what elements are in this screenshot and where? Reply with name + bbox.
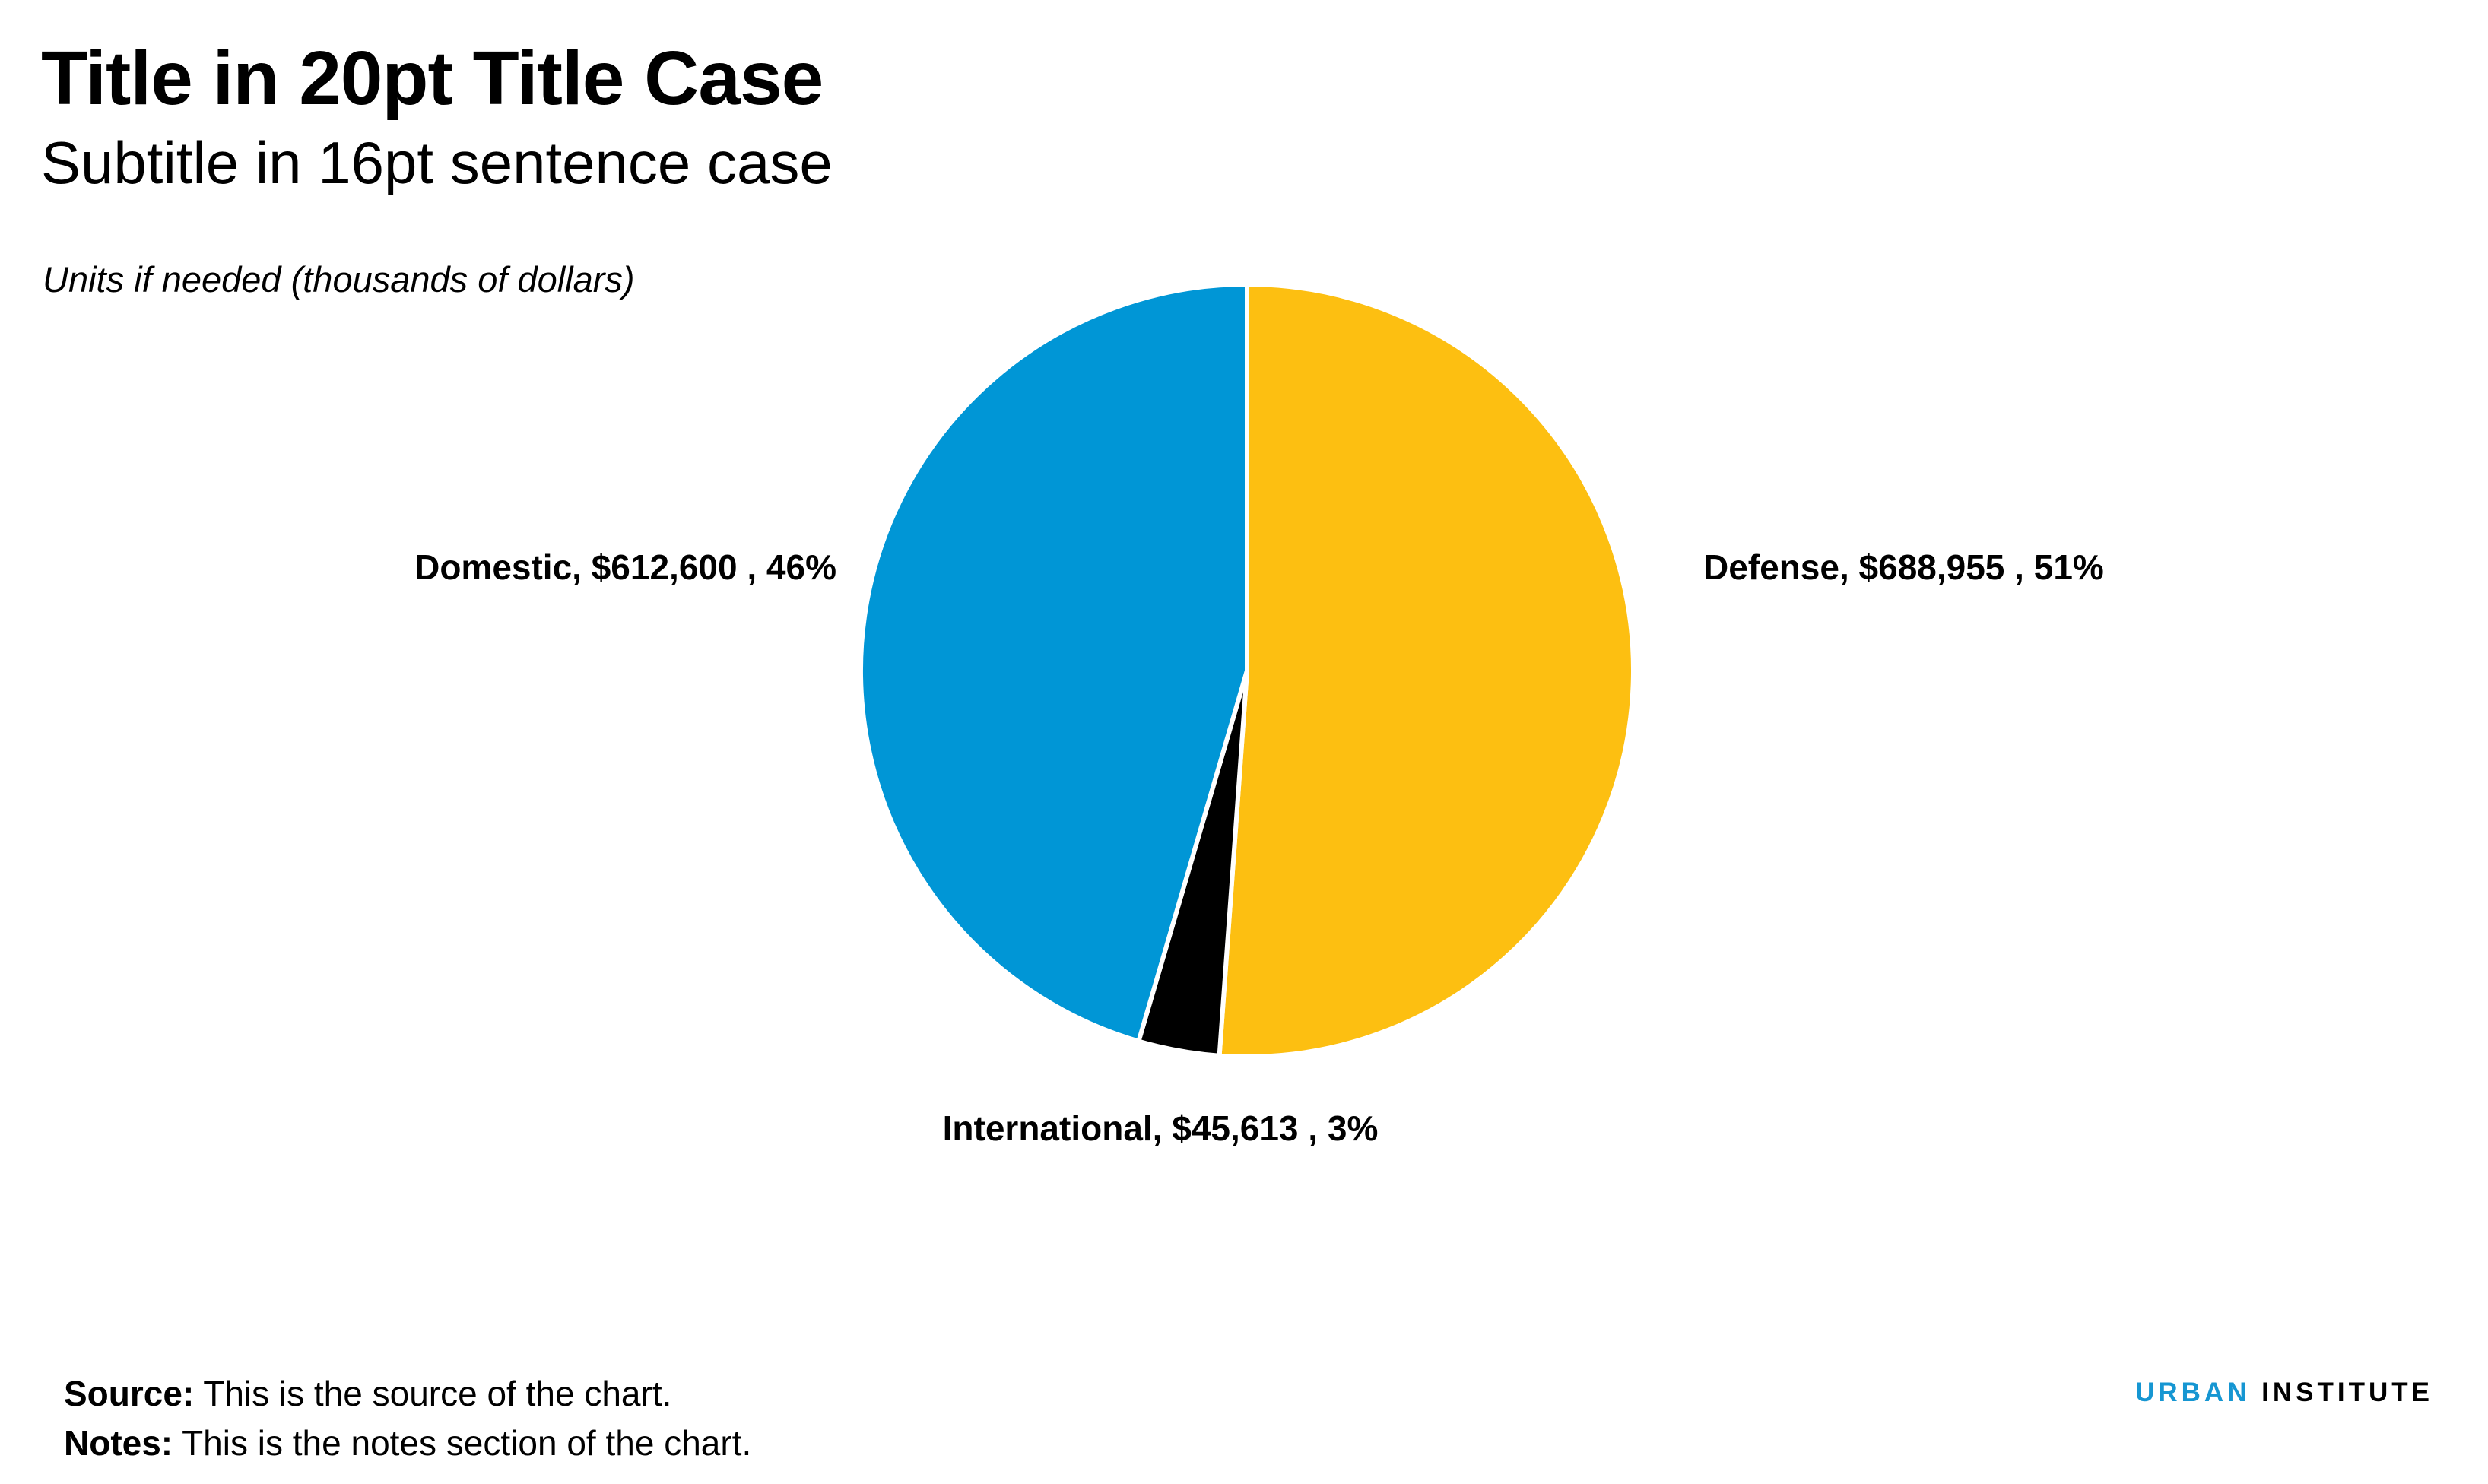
slice-label-domestic: Domestic, $612,600 , 46% bbox=[414, 547, 836, 587]
pie-slice-domestic bbox=[858, 282, 1249, 1044]
notes-text: This is the notes section of the chart. bbox=[182, 1423, 752, 1463]
brand-word-urban: URBAN bbox=[2135, 1378, 2251, 1407]
chart-subtitle: Subtitle in 16pt sentence case bbox=[41, 129, 833, 196]
source-text: This is the source of the chart. bbox=[203, 1374, 672, 1413]
brand-word-institute: INSTITUTE bbox=[2261, 1378, 2433, 1407]
slice-labels: Defense, $688,955 , 51% International, $4… bbox=[414, 547, 2104, 1148]
notes-label: Notes: bbox=[64, 1423, 173, 1463]
notes-line: Notes: This is the notes section of the … bbox=[64, 1424, 751, 1463]
source-line: Source: This is the source of the chart. bbox=[64, 1375, 671, 1413]
units-note: Units if needed (thousands of dollars) bbox=[43, 259, 635, 300]
slice-label-international: International, $45,613 , 3% bbox=[943, 1108, 1379, 1148]
slice-label-defense: Defense, $688,955 , 51% bbox=[1703, 547, 2104, 587]
chart-title: Title in 20pt Title Case bbox=[41, 36, 824, 121]
pie-slice-defense bbox=[1217, 282, 1636, 1059]
brand-logo: URBAN INSTITUTE bbox=[2135, 1378, 2433, 1408]
pie-slices bbox=[858, 282, 1636, 1059]
source-label: Source: bbox=[64, 1374, 195, 1413]
